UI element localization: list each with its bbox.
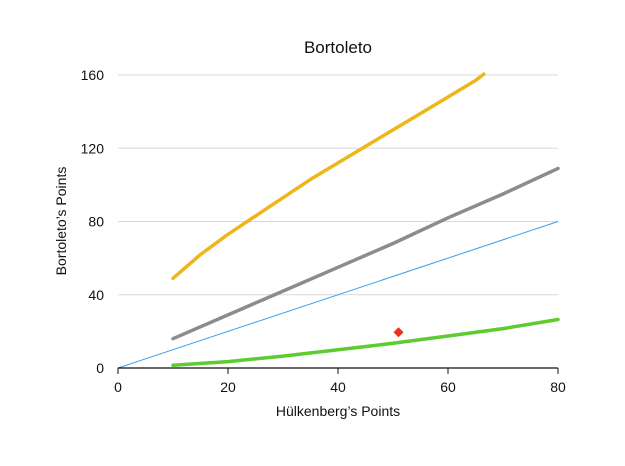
series-layer [117, 72, 560, 369]
data-point-marker [393, 327, 404, 338]
tick-labels: 0 40 80 120 160 0 20 40 60 80 [81, 67, 566, 395]
x-tick-label: 0 [114, 379, 122, 395]
x-tick-label: 80 [550, 379, 566, 395]
series-line-3 [171, 317, 560, 368]
x-axis-label: Hülkenberg’s Points [276, 403, 400, 419]
series-line-1 [171, 166, 560, 341]
axes [117, 367, 559, 374]
gridlines [118, 74, 558, 296]
y-tick-label: 120 [81, 140, 105, 156]
x-tick-label: 60 [440, 379, 456, 395]
series-line-0 [171, 72, 486, 281]
series-line-2 [117, 221, 559, 369]
y-tick-label: 40 [88, 287, 104, 303]
chart-title: Bortoleto [304, 38, 372, 57]
x-tick-label: 20 [220, 379, 236, 395]
y-tick-label: 0 [96, 360, 104, 376]
y-tick-label: 80 [88, 214, 104, 230]
x-tick-label: 40 [330, 379, 346, 395]
y-tick-label: 160 [81, 67, 105, 83]
y-axis-label: Bortoleto’s Points [53, 167, 69, 276]
